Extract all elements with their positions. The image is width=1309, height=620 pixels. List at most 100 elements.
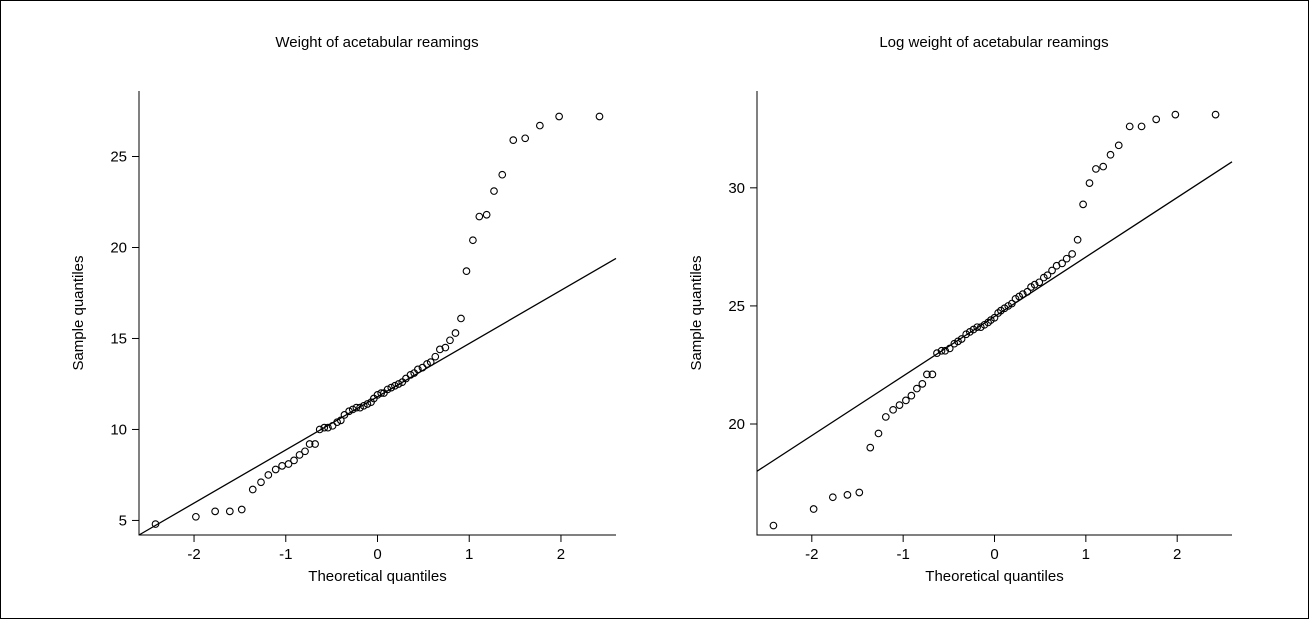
data-point [1058, 259, 1066, 268]
data-point [423, 360, 431, 368]
y-tick-label: 25 [110, 149, 127, 166]
data-point [441, 343, 450, 352]
data-point [937, 346, 946, 355]
data-point [913, 384, 921, 393]
chart-panel-2: Log weight of acetabular reamings -2 -1 0 1 2… [688, 34, 1233, 585]
data-point [769, 521, 778, 530]
x-tick-label: 0 [373, 546, 381, 563]
chart-panel-1: Weight of acetabular reamings-2 -1 0 1 25101… [70, 34, 617, 585]
y-tick-label: 30 [728, 180, 745, 197]
data-point [328, 421, 337, 430]
data-point [151, 520, 160, 528]
data-point [418, 363, 427, 372]
x-axis-label: Theoretical quantiles [308, 568, 446, 585]
data-point [1171, 110, 1180, 119]
chart-title: Log weight of acetabular reamings [879, 34, 1108, 51]
data-point [356, 403, 364, 412]
data-point [1079, 200, 1087, 209]
data-point [402, 374, 410, 383]
data-point [482, 210, 491, 219]
data-point [192, 512, 200, 521]
data-point [211, 507, 219, 516]
data-point [295, 451, 304, 459]
reference-line [756, 161, 1233, 472]
data-point [446, 336, 454, 345]
data-point [377, 389, 386, 397]
data-point [498, 170, 507, 179]
data-point [278, 462, 286, 470]
axis-lines [756, 91, 1232, 536]
x-tick-label: -2 [187, 546, 200, 563]
x-tick-label: -1 [279, 546, 292, 563]
data-point [889, 405, 897, 414]
data-point [394, 380, 403, 388]
y-tick-label: 20 [110, 239, 127, 256]
data-point [271, 465, 280, 474]
x-tick-label: 1 [465, 546, 473, 563]
data-point [1030, 280, 1039, 289]
data-point [521, 134, 530, 143]
data-point [340, 411, 349, 419]
data-point [941, 346, 950, 355]
data-point [301, 447, 309, 456]
data-point [324, 423, 332, 432]
data-point [1106, 150, 1115, 159]
x-tick-label: 1 [1082, 546, 1090, 563]
y-tick-label: 20 [728, 416, 745, 433]
data-point [509, 136, 518, 144]
data-point [855, 488, 864, 497]
data-point [973, 323, 981, 332]
y-tick-label: 25 [728, 298, 745, 315]
data-point [928, 370, 937, 379]
data-point [352, 403, 361, 412]
data-point [843, 491, 852, 499]
data-point [348, 405, 357, 414]
data-point [363, 400, 372, 408]
data-point [555, 112, 563, 121]
data-point [305, 440, 314, 448]
data-point [1085, 179, 1094, 187]
y-tick-label: 5 [119, 512, 127, 529]
data-point [248, 485, 257, 494]
data-point [426, 358, 435, 366]
x-tick-label: -1 [896, 546, 909, 563]
data-point [431, 352, 440, 361]
x-axis-label: Theoretical quantiles [925, 568, 1063, 585]
data-point [809, 505, 818, 513]
data-point [923, 370, 931, 379]
data-point [1099, 162, 1108, 171]
data-point [284, 460, 293, 468]
data-point [536, 121, 544, 130]
data-point [902, 396, 910, 405]
data-point [907, 391, 916, 400]
data-point [311, 440, 319, 448]
data-point [225, 507, 234, 516]
data-point [1008, 299, 1016, 308]
x-tick-label: 0 [990, 546, 998, 563]
data-point [237, 505, 246, 514]
data-point [387, 383, 396, 392]
data-point [290, 456, 298, 465]
data-point [475, 212, 484, 221]
data-point [1018, 290, 1027, 298]
x-tick-label: -2 [805, 546, 818, 563]
x-tick-label: 2 [1173, 546, 1181, 563]
y-axis-label: Sample quantiles [70, 255, 87, 370]
data-point [333, 418, 341, 427]
data-point [1114, 141, 1123, 150]
data-point [1137, 122, 1146, 131]
data-point [1043, 271, 1052, 280]
data-point [359, 401, 368, 410]
data-point [383, 385, 392, 394]
data-point [1092, 165, 1100, 173]
data-point [391, 381, 399, 390]
reference-line [138, 257, 617, 536]
data-point [1152, 115, 1161, 124]
data-point [1048, 266, 1056, 275]
data-point [462, 267, 471, 275]
x-tick-label: 2 [557, 546, 565, 563]
data-point [406, 371, 415, 379]
data-point [315, 425, 324, 434]
data-point [881, 413, 890, 421]
